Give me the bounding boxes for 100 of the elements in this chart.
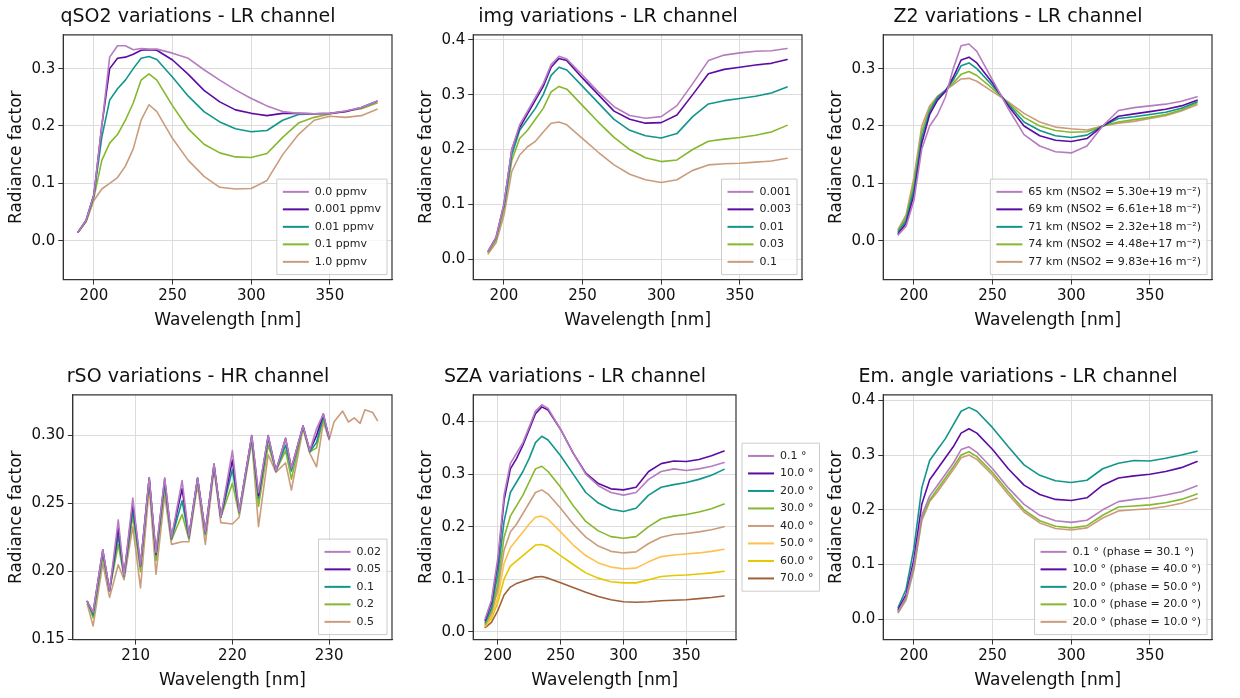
chart-title: qSO2 variations - LR channel	[60, 4, 336, 27]
y-tick-label: 0.20	[31, 561, 65, 580]
x-axis-title: Wavelength [nm]	[974, 669, 1122, 690]
y-tick-label: 0.3	[441, 464, 466, 483]
x-axis-title: Wavelength [nm]	[158, 669, 306, 690]
y-tick-label: 0.15	[31, 629, 65, 648]
y-tick-label: 0.4	[441, 29, 466, 48]
y-tick-label: 0.25	[31, 493, 65, 512]
legend-label: 71 km (NSO2 = 2.32e+18 m⁻²)	[1028, 219, 1201, 233]
y-tick-label: 0.2	[441, 516, 466, 535]
y-tick-label: 0.3	[851, 444, 876, 463]
legend-label: 0.05	[356, 562, 382, 576]
y-tick-label: 0.3	[31, 58, 56, 77]
legend-label: 0.01	[759, 219, 785, 233]
legend-label: 70.0 °	[780, 571, 814, 585]
legend-label: 20.0 ° (phase = 50.0 °)	[1072, 579, 1202, 593]
x-tick-label: 250	[546, 646, 575, 665]
x-tick-label: 300	[646, 286, 676, 305]
y-axis-title: Radiance factor	[414, 90, 435, 224]
legend-label: 69 km (NSO2 = 6.61e+18 m⁻²)	[1028, 202, 1201, 216]
legend-label: 60.0 °	[780, 553, 814, 567]
x-tick-label: 250	[568, 286, 597, 305]
legend-label: 0.01 ppmv	[314, 219, 375, 233]
legend-label: 0.0 ppmv	[314, 184, 368, 198]
x-tick-label: 350	[672, 646, 701, 665]
x-tick-label: 200	[489, 286, 519, 305]
y-tick-label: 0.4	[441, 411, 466, 430]
legend-label: 1.0 ppmv	[314, 254, 368, 268]
legend-label: 0.1	[356, 579, 375, 593]
x-axis-title: Wavelength [nm]	[531, 669, 679, 690]
legend-label: 0.02	[356, 544, 382, 558]
legend-label: 65 km (NSO2 = 5.30e+19 m⁻²)	[1028, 184, 1201, 198]
y-axis-title: Radiance factor	[4, 90, 25, 224]
legend-label: 30.0 °	[780, 501, 814, 515]
y-tick-label: 0.1	[851, 554, 876, 573]
chart-title: rSO variations - HR channel	[66, 364, 330, 387]
y-tick-label: 0.2	[851, 499, 876, 518]
y-axis-title: Radiance factor	[414, 450, 435, 584]
x-tick-label: 200	[483, 646, 513, 665]
legend-label: 10.0 °	[780, 466, 814, 480]
y-tick-label: 0.0	[31, 230, 56, 249]
chart-title: img variations - LR channel	[478, 4, 738, 27]
x-tick-label: 350	[315, 286, 345, 305]
y-tick-label: 0.1	[441, 194, 466, 213]
legend-label: 0.1 ° (phase = 30.1 °)	[1072, 544, 1195, 558]
y-axis-title: Radiance factor	[824, 90, 845, 224]
x-axis-title: Wavelength [nm]	[564, 309, 712, 330]
legend-label: 0.003	[759, 202, 792, 216]
chart-title: SZA variations - LR channel	[444, 364, 706, 387]
y-tick-label: 0.2	[31, 115, 56, 134]
y-tick-label: 0.4	[851, 390, 876, 409]
x-axis-title: Wavelength [nm]	[154, 309, 302, 330]
x-tick-label: 200	[79, 286, 109, 305]
x-tick-label: 230	[314, 646, 344, 665]
y-axis-title: Radiance factor	[4, 450, 25, 584]
chart-title: Z2 variations - LR channel	[893, 4, 1143, 27]
legend-label: 20.0 °	[780, 483, 814, 497]
y-axis-title: Radiance factor	[824, 450, 845, 584]
y-tick-label: 0.1	[851, 173, 876, 192]
legend-label: 20.0 ° (phase = 10.0 °)	[1072, 614, 1202, 628]
y-tick-label: 0.1	[31, 173, 56, 192]
x-tick-label: 350	[725, 286, 755, 305]
legend-label: 74 km (NSO2 = 4.48e+17 m⁻²)	[1028, 237, 1201, 251]
x-tick-label: 200	[899, 646, 929, 665]
legend-label: 77 km (NSO2 = 9.83e+16 m⁻²)	[1028, 254, 1201, 268]
y-tick-label: 0.0	[851, 609, 876, 628]
legend-label: 0.001	[759, 184, 792, 198]
legend-label: 0.1 °	[780, 448, 807, 462]
legend-label: 10.0 ° (phase = 20.0 °)	[1072, 597, 1202, 611]
chart-title: Em. angle variations - LR channel	[858, 364, 1178, 387]
y-tick-label: 0.3	[441, 84, 466, 103]
legend-label: 40.0 °	[780, 518, 814, 532]
x-tick-label: 350	[1135, 286, 1165, 305]
legend-label: 0.1 ppmv	[314, 237, 368, 251]
y-tick-label: 0.2	[851, 115, 876, 134]
legend-label: 0.5	[356, 614, 375, 628]
legend-label: 50.0 °	[780, 536, 814, 550]
x-tick-label: 210	[121, 646, 150, 665]
x-tick-label: 300	[1056, 286, 1086, 305]
y-tick-label: 0.2	[441, 139, 466, 158]
x-tick-label: 220	[218, 646, 247, 665]
y-tick-label: 0.0	[441, 621, 466, 640]
y-tick-label: 0.3	[851, 58, 876, 77]
x-tick-label: 300	[1056, 646, 1086, 665]
legend-label: 10.0 ° (phase = 40.0 °)	[1072, 562, 1202, 576]
x-tick-label: 250	[978, 286, 1007, 305]
x-tick-label: 350	[1135, 646, 1165, 665]
y-tick-label: 0.1	[441, 569, 466, 588]
y-tick-label: 0.30	[31, 425, 65, 444]
legend-label: 0.2	[356, 597, 375, 611]
x-tick-label: 250	[978, 646, 1007, 665]
x-axis-title: Wavelength [nm]	[974, 309, 1122, 330]
x-tick-label: 300	[609, 646, 638, 665]
x-tick-label: 200	[899, 286, 929, 305]
y-tick-label: 0.0	[441, 249, 466, 268]
legend-label: 0.03	[759, 237, 785, 251]
x-tick-label: 250	[158, 286, 187, 305]
y-tick-label: 0.0	[851, 230, 876, 249]
legend-label: 0.001 ppmv	[314, 202, 382, 216]
x-tick-label: 300	[236, 286, 266, 305]
